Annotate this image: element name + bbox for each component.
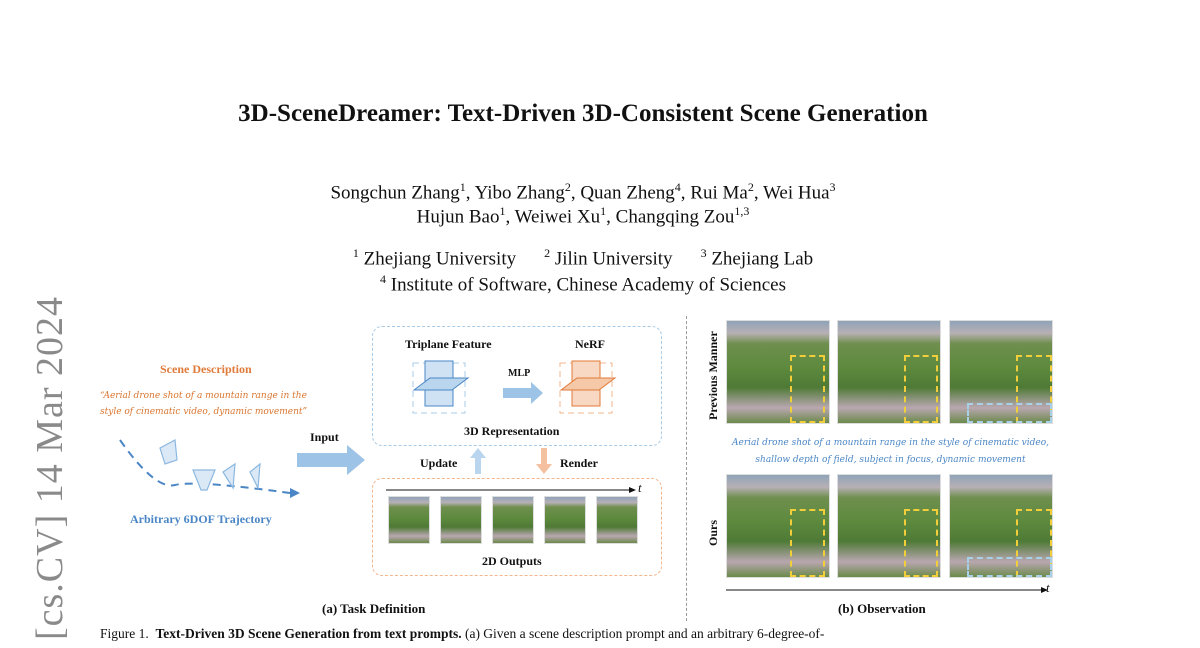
author-affiliation-mark: 3 <box>829 180 836 194</box>
affiliation-number: 4 <box>380 272 387 286</box>
author: Yibo Zhang <box>474 182 565 204</box>
ours-frame-2 <box>837 474 941 578</box>
input-arrow-icon <box>297 445 365 475</box>
caption-text: (a) Given a scene description prompt and… <box>464 626 825 641</box>
arxiv-stamp: [cs.CV] 14 Mar 2024 <box>29 295 71 640</box>
author: Hujun Bao <box>416 206 500 228</box>
author-affiliation-mark: 1 <box>499 204 506 218</box>
nerf-cube-icon <box>559 360 617 414</box>
affiliation: Zhejiang Lab <box>706 248 814 270</box>
author-affiliation-mark: 2 <box>564 180 571 194</box>
output-frame-5 <box>596 496 638 544</box>
authors-line-1: Songchun Zhang1, Yibo Zhang2, Quan Zheng… <box>330 180 836 204</box>
ours-frame-1 <box>726 474 830 578</box>
representation-box <box>372 326 662 446</box>
output-frame-2 <box>440 496 482 544</box>
author: Weiwei Xu <box>514 206 601 228</box>
affiliation: Institute of Software, Chinese Academy o… <box>386 274 786 296</box>
affiliations-line-2: 4 Institute of Software, Chinese Academy… <box>0 272 1166 296</box>
outputs-box <box>372 478 662 576</box>
affiliation-number: 3 <box>700 246 707 260</box>
affiliations-line-1: 1 Zhejiang University 2 Jilin University 3… <box>0 246 1166 270</box>
author: Changqing Zou <box>615 206 735 228</box>
affiliation: Jilin University <box>550 248 673 270</box>
previous-manner-label: Previous Manner <box>706 331 720 420</box>
caption-label: Figure 1. <box>100 626 149 641</box>
ours-frame-3 <box>949 474 1053 578</box>
author: Rui Ma <box>690 182 748 204</box>
author: Wei Hua <box>762 182 830 204</box>
trajectory-label: Arbitrary 6DOF Trajectory <box>130 512 272 526</box>
scene-description-label: Scene Description <box>160 362 252 376</box>
author-affiliation-mark: 1,3 <box>734 204 750 218</box>
output-frame-3 <box>492 496 534 544</box>
triplane-cube-icon <box>412 360 470 414</box>
mlp-label: MLP <box>508 368 531 379</box>
paper-title: 3D-SceneDreamer: Text-Driven 3D-Consiste… <box>238 100 928 127</box>
author: Songchun Zhang <box>330 182 460 204</box>
nerf-label: NeRF <box>575 337 605 351</box>
affiliation-number: 1 <box>352 246 359 260</box>
figure-caption: Figure 1. Text-Driven 3D Scene Generatio… <box>100 626 824 642</box>
update-arrow-icon <box>470 448 486 474</box>
representation-label: 3D Representation <box>464 424 560 438</box>
author-affiliation-mark: 4 <box>674 180 681 194</box>
input-label: Input <box>310 430 339 444</box>
time-axis-arrow-icon <box>386 487 636 493</box>
subfigure-b-caption: (b) Observation <box>838 601 926 616</box>
authors-line-2: Hujun Bao1, Weiwei Xu1, Changqing Zou1,3 <box>416 204 750 228</box>
previous-frame-3 <box>949 320 1053 424</box>
author-affiliation-mark: 1 <box>600 204 607 218</box>
output-frame-1 <box>388 496 430 544</box>
affiliation-number: 2 <box>544 246 551 260</box>
ours-label: Ours <box>706 519 720 546</box>
affiliation: Zhejiang University <box>358 248 517 270</box>
scene-prompt: “Aerial drone shot of a mountain range i… <box>100 391 308 417</box>
observation-time-label: t <box>1046 580 1050 595</box>
previous-frame-1 <box>726 320 830 424</box>
outputs-label: 2D Outputs <box>482 554 542 568</box>
render-arrow-icon <box>536 448 552 474</box>
observation-prompt: Aerial drone shot of a mountain range in… <box>732 438 1049 465</box>
output-frame-4 <box>544 496 586 544</box>
subfigure-a-caption: (a) Task Definition <box>322 601 426 616</box>
time-axis-label: t <box>638 480 642 495</box>
author-affiliation-mark: 2 <box>747 180 754 194</box>
mlp-arrow-icon <box>503 382 543 404</box>
observation-time-arrow-icon <box>726 587 1048 593</box>
previous-frame-2 <box>837 320 941 424</box>
camera-trajectory-icon <box>119 439 300 498</box>
figure-divider <box>686 316 687 621</box>
render-label: Render <box>560 456 598 470</box>
caption-bold: Text-Driven 3D Scene Generation from tex… <box>155 626 462 641</box>
update-label: Update <box>420 456 458 470</box>
author-affiliation-mark: 1 <box>459 180 466 194</box>
author: Quan Zheng <box>580 182 675 204</box>
triplane-label: Triplane Feature <box>405 337 492 351</box>
